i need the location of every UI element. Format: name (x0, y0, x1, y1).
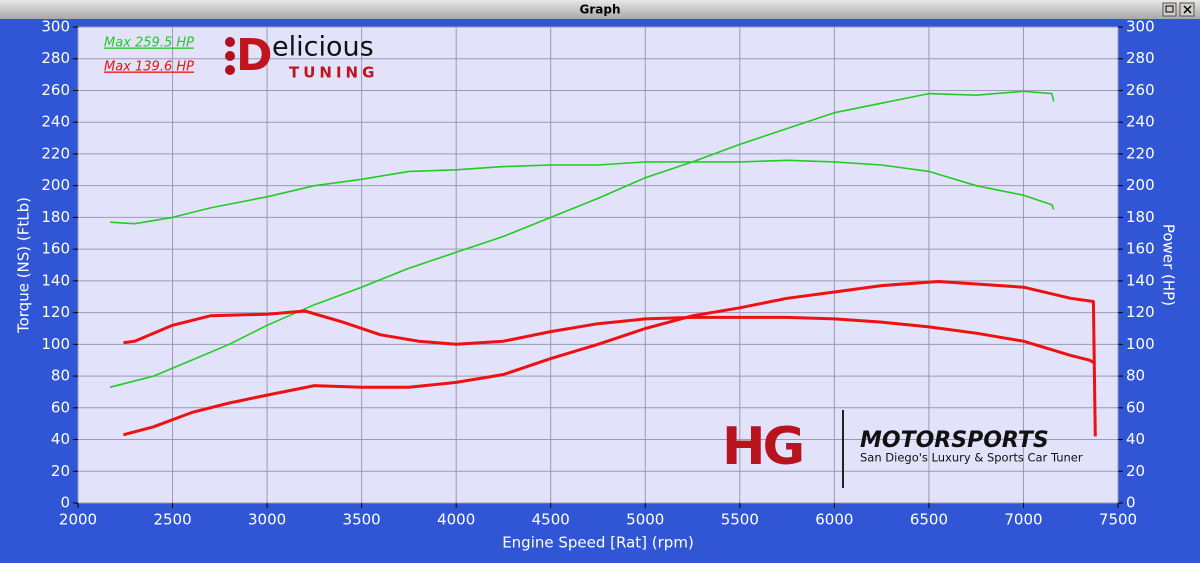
annotation: Max 259.5 HP (104, 36, 194, 51)
restore-button[interactable] (1162, 2, 1177, 17)
y-tick-label: 180 (41, 208, 70, 226)
x-tick-label: 6500 (910, 511, 948, 529)
plot-area (77, 26, 1119, 504)
x-tick-label: 5000 (626, 511, 664, 529)
y-tick-label: 60 (51, 398, 70, 416)
y2-tick-label: 20 (1126, 462, 1145, 480)
y-tick-label: 240 (41, 113, 70, 131)
lines (109, 90, 1097, 437)
logo-motorsports: MOTORSPORTS (860, 428, 1049, 453)
y-tick-label: 160 (41, 240, 70, 258)
y2-tick-label: 280 (1126, 49, 1155, 67)
annotation: Max 139.6 HP (104, 60, 194, 75)
y-axis-title: Torque (NS) (FtLb) (15, 197, 33, 334)
series-line (123, 280, 1097, 437)
x-tick-label: 7500 (1099, 511, 1137, 529)
logo-hg: HG (722, 417, 802, 477)
y2-axis-title: Power (HP) (1160, 224, 1178, 306)
y-tick-label: 120 (41, 303, 70, 321)
y-tick-label: 20 (51, 462, 70, 480)
y-tick-label: 0 (60, 494, 70, 512)
y2-tick-label: 240 (1126, 113, 1155, 131)
y-tick-label: 200 (41, 176, 70, 194)
x-tick-label: 7000 (1004, 511, 1042, 529)
logo-d: D (236, 30, 273, 81)
y2-tick-label: 160 (1126, 240, 1155, 258)
x-axis-title: Engine Speed [Rat] (rpm) (502, 534, 694, 552)
y2-tick-label: 300 (1126, 18, 1155, 36)
delicious-logo: D elicious TUNING (225, 30, 378, 82)
y-tick-label: 260 (41, 81, 70, 99)
y-tick-label: 140 (41, 271, 70, 289)
logo-dot (225, 51, 235, 61)
x-tick-label: 2000 (59, 511, 97, 529)
x-tick-label: 6000 (815, 511, 853, 529)
x-tick-label: 4000 (437, 511, 475, 529)
restore-icon (1165, 5, 1174, 13)
window-title: Graph (580, 3, 621, 17)
x-tick-label: 4500 (532, 511, 570, 529)
x-tick-label: 5500 (721, 511, 759, 529)
logo-tagline: San Diego's Luxury & Sports Car Tuner (860, 451, 1083, 465)
x-tick-label: 3500 (343, 511, 381, 529)
y-tick-label: 40 (51, 430, 70, 448)
y2-tick-label: 200 (1126, 176, 1155, 194)
grid (77, 26, 1119, 504)
y-tick-label: 100 (41, 335, 70, 353)
close-icon (1183, 5, 1192, 14)
logo-dot (225, 37, 235, 47)
y2-tick-label: 80 (1126, 367, 1145, 385)
y-tick-label: 220 (41, 144, 70, 162)
logo-subword: TUNING (289, 64, 378, 82)
x-tick-label: 3000 (248, 511, 286, 529)
logo-dot (225, 65, 235, 75)
y2-tick-label: 260 (1126, 81, 1155, 99)
y2-tick-label: 60 (1126, 398, 1145, 416)
logo-word: elicious (272, 32, 374, 63)
series-line (109, 90, 1055, 388)
y2-tick-label: 120 (1126, 303, 1155, 321)
y2-tick-label: 0 (1126, 494, 1136, 512)
y2-tick-label: 180 (1126, 208, 1155, 226)
y-tick-label: 300 (41, 18, 70, 36)
y2-tick-label: 140 (1126, 271, 1155, 289)
title-bar (0, 0, 1200, 19)
series-line (110, 159, 1055, 225)
hg-logo: HG MOTORSPORTS San Diego's Luxury & Spor… (722, 410, 1083, 488)
y-tick-label: 280 (41, 49, 70, 67)
y2-tick-label: 100 (1126, 335, 1155, 353)
y2-tick-label: 40 (1126, 430, 1145, 448)
y2-tick-label: 220 (1126, 144, 1155, 162)
y-tick-label: 80 (51, 367, 70, 385)
x-tick-label: 2500 (153, 511, 191, 529)
series-line (123, 309, 1097, 365)
